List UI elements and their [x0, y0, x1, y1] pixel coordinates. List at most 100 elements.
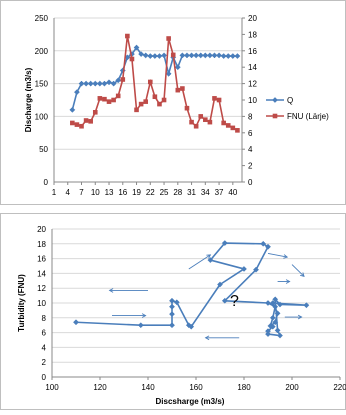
- chart1-fnu-point: [79, 123, 84, 129]
- chart2-point: [73, 319, 79, 326]
- chart1-right-tick-label: 6: [248, 129, 253, 138]
- chart2-point: [241, 266, 247, 272]
- chart1-left-tick-label: 100: [35, 112, 49, 121]
- chart1-x-tick-label: 16: [118, 188, 127, 197]
- chart1-fnu-point: [138, 101, 144, 107]
- chart2-direction-arrowhead-icon: [141, 313, 147, 318]
- chart1-q-point: [69, 106, 76, 113]
- chart1-fnu-point: [189, 119, 194, 125]
- chart1-fnu-point: [216, 97, 222, 103]
- chart2-point: [169, 311, 175, 318]
- chart2-y-tick-label: 18: [37, 240, 46, 249]
- turbidity-vs-discharge-scatter-chart: 0 2 4 6 8 10 12 14 16 18 20 100 120 140 160 180 200 220 Di…: [0, 213, 346, 410]
- chart1-left-tick-label: 0: [44, 178, 49, 187]
- chart1-fnu-point: [147, 79, 153, 85]
- chart1-left-tick-label: 200: [35, 47, 49, 56]
- chart1-q-point: [73, 89, 80, 96]
- chart2-direction-arrow-icon: [267, 252, 288, 258]
- chart2-y-tick-label: 4: [42, 343, 47, 352]
- chart2-direction-arrowhead-icon: [206, 254, 212, 259]
- chart1-x-tick-label: 31: [187, 188, 196, 197]
- chart2-direction-arrowhead-icon: [300, 272, 305, 278]
- chart2-point: [221, 297, 228, 304]
- chart2-point: [269, 314, 276, 321]
- chart2-x-tick-label: 120: [93, 383, 107, 392]
- chart1-right-tick-label: 12: [248, 80, 257, 89]
- chart2-point: [272, 303, 279, 310]
- chart1-q-point: [78, 80, 85, 87]
- chart1-fnu-point: [225, 123, 231, 128]
- chart1-q-point: [229, 53, 236, 60]
- chart1-q-point: [151, 53, 158, 60]
- chart2-direction-arrowhead-icon: [297, 314, 303, 320]
- chart2-point: [260, 240, 267, 247]
- chart2-x-tick-label: 200: [285, 383, 299, 392]
- chart1-q-point: [110, 80, 117, 87]
- chart1-fnu-point: [212, 96, 217, 101]
- chart2-y-tick-label: 2: [42, 358, 47, 367]
- chart2-point: [221, 240, 228, 247]
- chart1-right-tick-label: 10: [248, 96, 257, 105]
- chart1-fnu-point: [180, 86, 185, 91]
- chart1-fnu-point: [175, 87, 181, 93]
- chart1-left-tick-label: 50: [39, 145, 48, 154]
- chart1-q-point: [83, 80, 90, 87]
- chart2-point: [277, 301, 283, 308]
- chart2-point: [169, 297, 175, 304]
- chart1-x-tick-label: 37: [215, 188, 224, 197]
- chart1-fnu-point: [120, 77, 126, 82]
- chart2-x-tick-label: 180: [237, 383, 251, 392]
- chart1-q-point: [216, 52, 223, 59]
- chart1-q-point: [225, 53, 232, 60]
- chart1-x-tick-label: 7: [79, 188, 84, 197]
- chart1-q-point: [87, 80, 94, 87]
- chart1-q-point: [138, 51, 145, 58]
- chart1-x-tick-label: 4: [66, 188, 71, 197]
- chart2-point: [169, 303, 175, 310]
- chart1-fnu-point: [115, 93, 121, 99]
- chart2-x-tick-label: 220: [333, 383, 346, 392]
- chart2-direction-arrowhead-icon: [204, 335, 210, 341]
- chart1-fnu-point: [152, 94, 158, 100]
- chart1-q-point: [220, 53, 227, 60]
- chart1-fnu-point: [207, 119, 213, 125]
- chart2-point: [269, 300, 276, 306]
- chart1-fnu-point: [92, 110, 98, 115]
- chart1-legend-fnu-label: FNU (Lärje): [287, 112, 329, 121]
- chart1-right-tick-label: 14: [248, 63, 257, 72]
- chart1-fnu-point: [125, 33, 130, 39]
- chart1-q-point: [188, 52, 195, 59]
- chart1-legend-q-label: Q: [287, 96, 293, 105]
- chart2-point: [303, 302, 310, 309]
- chart2-x-tick-label: 160: [189, 383, 203, 392]
- chart2-annotation-question-mark: ?: [230, 293, 239, 310]
- chart1-q-point: [184, 52, 190, 59]
- chart1-q-point: [206, 52, 213, 59]
- chart1-fnu-point: [97, 96, 103, 101]
- chart2-y-tick-label: 14: [37, 269, 46, 278]
- chart2-y-tick-label: 6: [42, 329, 47, 338]
- chart1-x-tick-label: 1: [52, 188, 57, 197]
- chart2-point: [269, 323, 276, 330]
- chart2-y-axis-label: Turbidity (FNU): [17, 274, 26, 332]
- chart1-q-point: [156, 53, 163, 60]
- chart1-right-tick-label: 18: [248, 30, 257, 39]
- chart2-y-tick-label: 12: [37, 284, 46, 293]
- chart2-point: [277, 332, 283, 339]
- chart2-x-tick-label: 140: [141, 383, 155, 392]
- chart2-point: [274, 310, 281, 317]
- chart1-right-tick-label: 16: [248, 47, 257, 56]
- chart2-direction-arrowhead-icon: [108, 288, 114, 293]
- chart1-fnu-point: [83, 118, 89, 123]
- chart1-fnu-point: [102, 96, 107, 102]
- chart2-point: [265, 243, 271, 250]
- chart2-direction-arrowhead-icon: [285, 279, 291, 284]
- chart1-q-point: [165, 70, 172, 77]
- chart1-q-point: [96, 80, 103, 87]
- chart2-direction-arrow-icon: [188, 254, 211, 270]
- chart1-q-point: [202, 52, 209, 59]
- chart1-fnu-point: [170, 52, 176, 58]
- chart1-legend-fnu-marker: [272, 113, 278, 119]
- chart1-fnu-point: [235, 128, 240, 133]
- chart2-direction-arrow-icon: [291, 264, 305, 277]
